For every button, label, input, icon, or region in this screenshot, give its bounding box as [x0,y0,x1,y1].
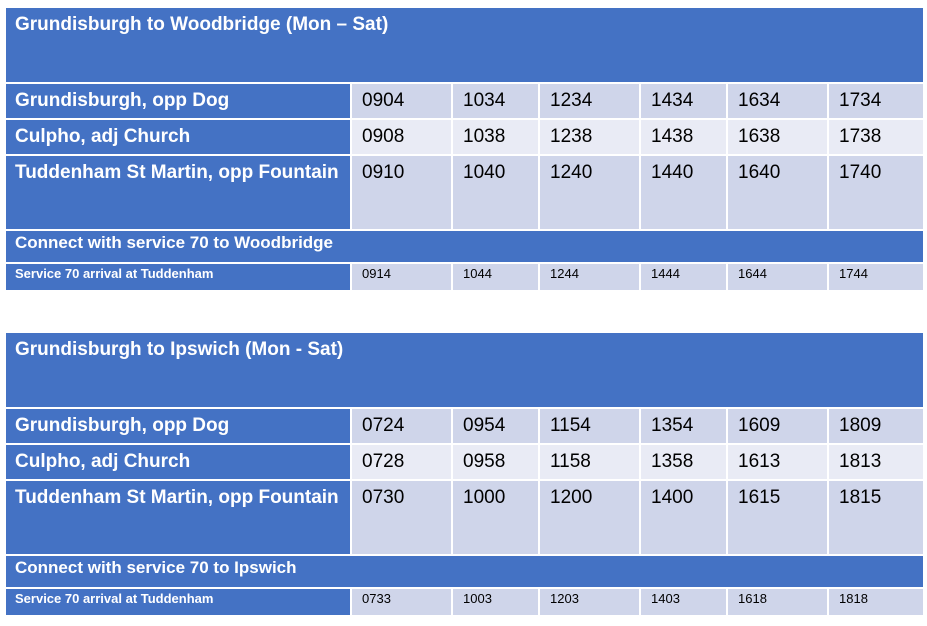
departure-time: 1040 [451,154,540,231]
departure-time: 1358 [639,443,728,481]
timetable-header-row: Grundisburgh to Woodbridge (Mon – Sat) [3,6,926,84]
departure-time: 1615 [726,479,829,556]
arrival-time: 1444 [639,262,728,292]
timetable-ipswich: Grundisburgh to Ipswich (Mon - Sat) Grund… [3,331,926,617]
departure-time: 0730 [350,479,453,556]
departure-time: 1738 [826,118,926,156]
departure-time: 1434 [639,82,728,120]
arrival-time: 1244 [538,262,641,292]
arrival-time: 0914 [350,262,453,292]
stop-name: Culpho, adj Church [4,118,352,156]
timetable-header-row: Grundisburgh to Ipswich (Mon - Sat) [3,331,926,409]
departure-time: 1440 [639,154,728,231]
departure-time: 1234 [538,82,641,120]
stop-row: Tuddenham St Martin, opp Fountain 0910 104… [4,154,926,231]
arrival-label: Service 70 arrival at Tuddenham [4,587,352,617]
stop-name: Tuddenham St Martin, opp Fountain [4,479,352,556]
departure-time: 0904 [350,82,453,120]
arrival-time: 1003 [451,587,540,617]
departure-time: 1038 [451,118,540,156]
departure-time: 1438 [639,118,728,156]
departure-time: 1154 [538,407,641,445]
stop-name: Grundisburgh, opp Dog [4,82,352,120]
stop-row: Grundisburgh, opp Dog 0724 0954 1154 1354 160… [4,407,926,445]
departure-time: 0958 [451,443,540,481]
departure-time: 1238 [538,118,641,156]
stop-name: Culpho, adj Church [4,443,352,481]
stop-row: Culpho, adj Church 0728 0958 1158 1358 1613 18… [4,443,926,481]
connection-note: Connect with service 70 to Ipswich [3,554,926,589]
departure-time: 0728 [350,443,453,481]
stop-name: Tuddenham St Martin, opp Fountain [4,154,352,231]
departure-time: 1613 [726,443,829,481]
timetable-woodbridge: Grundisburgh to Woodbridge (Mon – Sat) Gr… [3,6,926,292]
timetable-title: Grundisburgh to Woodbridge (Mon – Sat) [3,6,926,84]
arrival-time: 1744 [826,262,926,292]
departure-time: 0910 [350,154,453,231]
departure-time: 1158 [538,443,641,481]
connection-note: Connect with service 70 to Woodbridge [3,229,926,264]
stop-name: Grundisburgh, opp Dog [4,407,352,445]
arrival-row: Service 70 arrival at Tuddenham 0914 1044 1… [4,262,926,292]
stop-row: Tuddenham St Martin, opp Fountain 0730 100… [4,479,926,556]
arrival-time: 1044 [451,262,540,292]
departure-time: 0908 [350,118,453,156]
departure-time: 1200 [538,479,641,556]
departure-time: 1240 [538,154,641,231]
departure-time: 1740 [826,154,926,231]
departure-time: 1609 [726,407,829,445]
arrival-time: 1403 [639,587,728,617]
arrival-label: Service 70 arrival at Tuddenham [4,262,352,292]
departure-time: 1000 [451,479,540,556]
departure-time: 1813 [826,443,926,481]
departure-time: 1638 [726,118,829,156]
departure-time: 1354 [639,407,728,445]
departure-time: 1400 [639,479,728,556]
arrival-time: 0733 [350,587,453,617]
arrival-time: 1644 [726,262,829,292]
departure-time: 0724 [350,407,453,445]
timetable-grid: Grundisburgh to Woodbridge (Mon – Sat) Gr… [3,6,926,292]
stop-row: Culpho, adj Church 0908 1038 1238 1438 1638 17… [4,118,926,156]
arrival-row: Service 70 arrival at Tuddenham 0733 1003 1… [4,587,926,617]
departure-time: 1034 [451,82,540,120]
departure-time: 1640 [726,154,829,231]
connection-row: Connect with service 70 to Ipswich [3,554,926,589]
arrival-time: 1818 [826,587,926,617]
departure-time: 1734 [826,82,926,120]
departure-time: 1815 [826,479,926,556]
arrival-time: 1618 [726,587,829,617]
departure-time: 0954 [451,407,540,445]
connection-row: Connect with service 70 to Woodbridge [3,229,926,264]
timetable-grid: Grundisburgh to Ipswich (Mon - Sat) Grund… [3,331,926,617]
timetable-title: Grundisburgh to Ipswich (Mon - Sat) [3,331,926,409]
stop-row: Grundisburgh, opp Dog 0904 1034 1234 1434 163… [4,82,926,120]
departure-time: 1634 [726,82,829,120]
arrival-time: 1203 [538,587,641,617]
departure-time: 1809 [826,407,926,445]
